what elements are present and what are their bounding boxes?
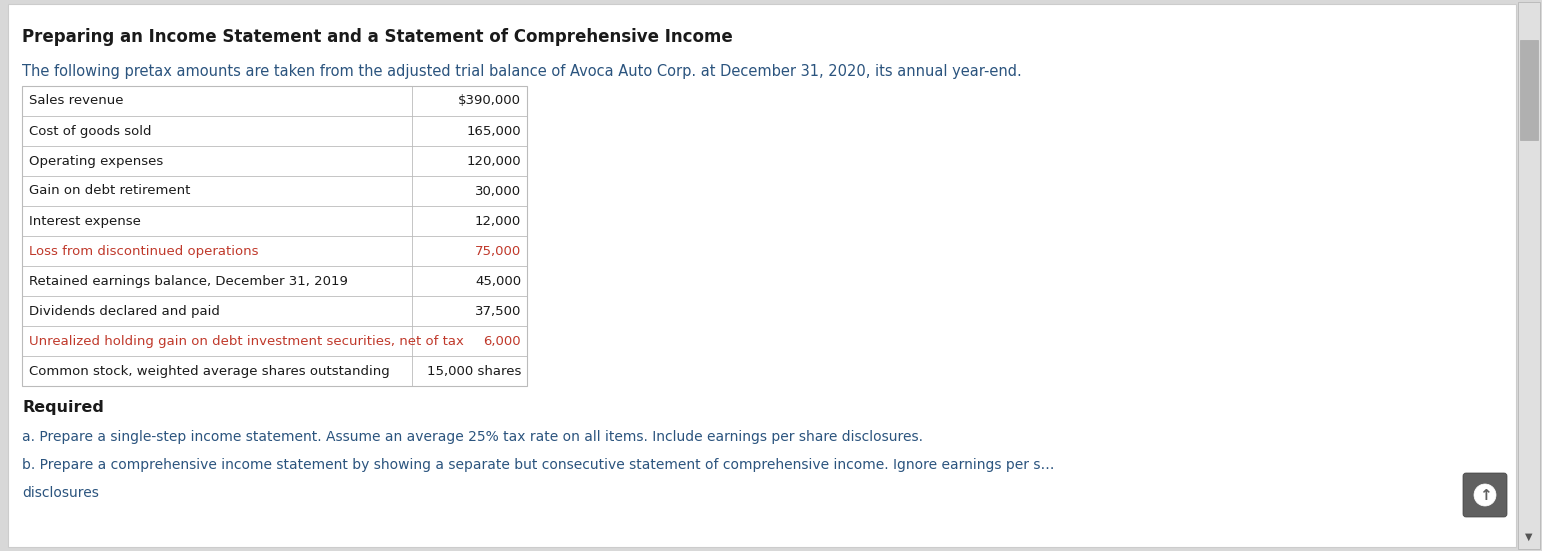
Text: Dividends declared and paid: Dividends declared and paid	[29, 305, 221, 317]
Text: Common stock, weighted average shares outstanding: Common stock, weighted average shares ou…	[29, 365, 390, 377]
Text: Operating expenses: Operating expenses	[29, 154, 163, 168]
Text: b. Prepare a comprehensive income statement by showing a separate but consecutiv: b. Prepare a comprehensive income statem…	[22, 458, 1055, 472]
Text: 45,000: 45,000	[475, 274, 521, 288]
Bar	[1517, 2, 1540, 549]
Text: 37,500: 37,500	[475, 305, 521, 317]
Text: 165,000: 165,000	[466, 125, 521, 138]
Text: Retained earnings balance, December 31, 2019: Retained earnings balance, December 31, …	[29, 274, 348, 288]
Text: $390,000: $390,000	[458, 95, 521, 107]
Text: Interest expense: Interest expense	[29, 214, 140, 228]
Text: a. Prepare a single-step income statement. Assume an average 25% tax rate on all: a. Prepare a single-step income statemen…	[22, 430, 924, 444]
Text: Loss from discontinued operations: Loss from discontinued operations	[29, 245, 259, 257]
Text: 6,000: 6,000	[483, 334, 521, 348]
Bar	[22, 86, 527, 386]
Text: Sales revenue: Sales revenue	[29, 95, 123, 107]
Text: Cost of goods sold: Cost of goods sold	[29, 125, 151, 138]
Text: Preparing an Income Statement and a Statement of Comprehensive Income: Preparing an Income Statement and a Stat…	[22, 28, 732, 46]
Text: 12,000: 12,000	[475, 214, 521, 228]
Text: 15,000 shares: 15,000 shares	[427, 365, 521, 377]
Text: The following pretax amounts are taken from the adjusted trial balance of Avoca : The following pretax amounts are taken f…	[22, 64, 1022, 79]
Text: ▼: ▼	[1525, 532, 1533, 542]
Text: Gain on debt retirement: Gain on debt retirement	[29, 185, 190, 197]
Text: 30,000: 30,000	[475, 185, 521, 197]
Text: Required: Required	[22, 400, 103, 415]
Text: Unrealized holding gain on debt investment securities, net of tax: Unrealized holding gain on debt investme…	[29, 334, 464, 348]
Text: 75,000: 75,000	[475, 245, 521, 257]
Text: 120,000: 120,000	[466, 154, 521, 168]
Circle shape	[1474, 484, 1496, 506]
FancyBboxPatch shape	[1463, 473, 1507, 517]
Text: disclosures: disclosures	[22, 486, 99, 500]
Text: ↑: ↑	[1479, 488, 1491, 503]
Bar	[1520, 40, 1537, 140]
